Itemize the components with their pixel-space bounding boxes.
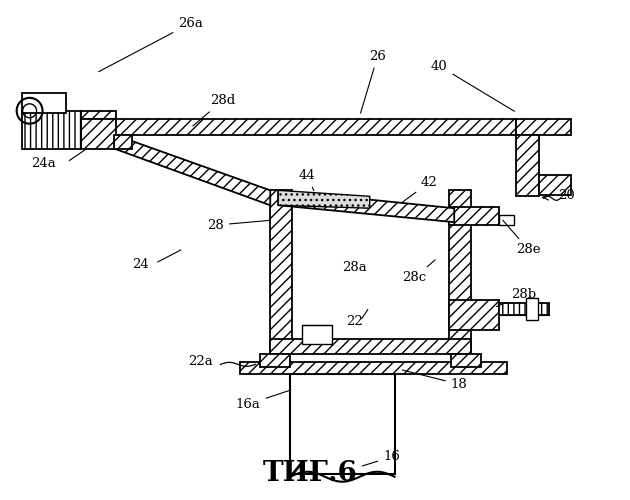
Bar bbox=[270, 340, 471, 354]
Text: 28d: 28d bbox=[193, 94, 235, 126]
Text: 24a: 24a bbox=[31, 157, 56, 170]
Text: 24: 24 bbox=[132, 258, 149, 272]
Text: 44: 44 bbox=[299, 169, 316, 191]
Bar bbox=[526, 298, 538, 320]
Polygon shape bbox=[278, 190, 454, 222]
Bar bbox=[290, 374, 394, 474]
Bar bbox=[539, 176, 571, 196]
Text: 28c: 28c bbox=[403, 260, 435, 284]
Bar bbox=[114, 118, 516, 134]
Text: 20: 20 bbox=[558, 189, 575, 202]
Bar bbox=[290, 474, 394, 480]
Text: 42: 42 bbox=[402, 176, 438, 203]
Bar bbox=[260, 354, 290, 368]
Bar bbox=[499, 302, 549, 314]
Text: 26: 26 bbox=[360, 50, 386, 113]
Text: 26a: 26a bbox=[99, 17, 203, 72]
Bar bbox=[451, 354, 481, 368]
Text: 22a: 22a bbox=[188, 355, 213, 368]
Bar bbox=[81, 111, 116, 118]
Bar bbox=[449, 190, 471, 354]
Text: 16a: 16a bbox=[236, 390, 290, 410]
Polygon shape bbox=[114, 134, 270, 205]
Text: 16: 16 bbox=[362, 450, 400, 466]
Bar bbox=[302, 324, 332, 344]
Text: 40: 40 bbox=[431, 60, 515, 112]
Bar bbox=[21, 111, 81, 148]
Bar bbox=[292, 190, 449, 340]
Text: 22: 22 bbox=[346, 315, 363, 328]
Bar bbox=[516, 118, 571, 134]
Text: 18: 18 bbox=[402, 370, 467, 391]
Bar bbox=[21, 93, 66, 113]
Text: 28b: 28b bbox=[496, 288, 536, 306]
Bar bbox=[270, 190, 292, 354]
Bar bbox=[516, 134, 539, 196]
Text: 28e: 28e bbox=[503, 220, 541, 256]
Bar bbox=[241, 362, 507, 374]
Bar bbox=[449, 207, 499, 225]
Bar bbox=[81, 118, 116, 148]
Polygon shape bbox=[278, 190, 370, 208]
Text: 28: 28 bbox=[207, 218, 270, 232]
Text: ΤИГ.6: ΤИГ.6 bbox=[263, 460, 357, 487]
Bar bbox=[114, 134, 132, 148]
Bar bbox=[499, 215, 514, 225]
Bar bbox=[449, 300, 499, 330]
Text: 28a: 28a bbox=[342, 262, 367, 274]
